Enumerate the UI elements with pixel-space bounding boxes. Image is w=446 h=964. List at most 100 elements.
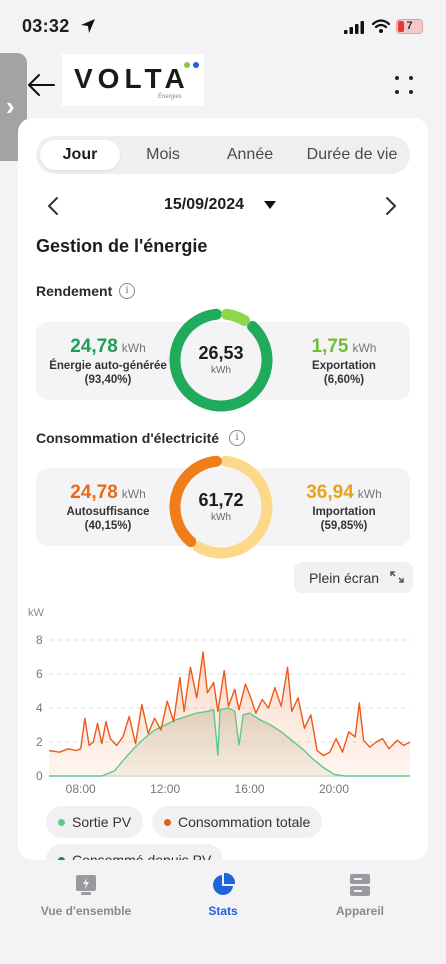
tab-jour[interactable]: Jour (40, 140, 120, 170)
y-tick-label: 6 (36, 667, 43, 681)
import-label: Importation (312, 506, 376, 518)
status-bar: 03:32 7 (0, 0, 446, 52)
tab-mois[interactable]: Mois (146, 146, 180, 163)
rendement-label: Rendement (36, 283, 113, 299)
x-tick-label: 20:00 (319, 782, 349, 796)
back-arrow-icon[interactable] (26, 72, 56, 98)
y-tick-label: 2 (36, 735, 43, 749)
signal-icon (344, 21, 364, 34)
nav-stats-label: Stats (208, 904, 238, 918)
self-generated-pct: (93,40%) (84, 374, 132, 386)
status-time: 03:32 (22, 16, 70, 36)
legend-chip-total-consumption[interactable]: Consommation totale (152, 806, 323, 838)
rendement-donut-chart (169, 308, 273, 412)
bottom-nav: Vue d'ensemble Stats Appareil (0, 860, 446, 964)
wifi-icon (372, 19, 390, 33)
legend-label: Consommé depuis PV (72, 852, 212, 860)
info-icon[interactable]: i (229, 430, 245, 446)
battery-icon: 7 (396, 19, 423, 34)
info-icon[interactable]: i (119, 283, 135, 299)
legend-label: Consommation totale (178, 814, 311, 830)
export-pct: (6,60%) (323, 374, 365, 386)
legend-dot (164, 819, 171, 826)
period-tabs: Jour Mois Année Durée de vie (36, 136, 410, 174)
overview-icon (76, 875, 96, 895)
consommation-donut-chart (169, 455, 273, 559)
pv-area (49, 708, 410, 776)
consommation-total-value: 61,72 (198, 490, 244, 510)
consommation-total: 61,72 kWh (168, 490, 274, 523)
chevron-left-icon[interactable] (42, 194, 64, 218)
import-unit: kWh (357, 487, 382, 501)
brand-subtitle: Énergies (158, 94, 182, 100)
self-generated-stat: 24,78 kWh Énergie auto-générée (93,40%) (42, 336, 174, 386)
current-date[interactable]: 15/09/2024 (164, 196, 245, 213)
export-label: Exportation (312, 360, 376, 372)
brand-logo: VOLTA Énergies (62, 54, 204, 106)
export-unit: kWh (352, 341, 377, 355)
y-tick-label: 0 (36, 769, 43, 783)
export-value: 1,75 (311, 336, 349, 357)
logo-dot-blue (193, 62, 199, 68)
ring-secondary-arc (192, 455, 273, 559)
legend-dot (58, 857, 65, 860)
legend-label: Sortie PV (72, 814, 132, 830)
autosuffisance-pct: (40,15%) (84, 520, 132, 532)
consommation-panel: 24,78 kWh Autosuffisance (40,15%) 36,94 kW… (36, 468, 410, 546)
y-axis-unit-label: kW (28, 607, 45, 619)
autosuffisance-stat: 24,78 kWh Autosuffisance (40,15%) (42, 482, 174, 532)
ring-primary-arc (169, 455, 222, 548)
caret-down-icon[interactable] (264, 200, 276, 210)
rendement-total-value: 26,53 (198, 343, 244, 363)
logo-dot-green (184, 62, 190, 68)
battery-level: 7 (406, 20, 413, 32)
device-icon (350, 874, 370, 896)
series-line-total-consumption (48, 651, 411, 757)
location-arrow-icon (81, 19, 95, 33)
legend-chip-pv-output[interactable]: Sortie PV (46, 806, 144, 838)
rendement-total-unit: kWh (211, 365, 231, 376)
rendement-panel: 24,78 kWh Énergie auto-générée (93,40%) 1… (36, 322, 410, 400)
series-line-pv-output (49, 707, 410, 777)
tab-duree-de-vie[interactable]: Durée de vie (306, 146, 398, 163)
nav-device-label: Appareil (335, 904, 384, 918)
ring-secondary-arc (221, 308, 250, 326)
nav-device[interactable]: Appareil (318, 872, 402, 918)
y-tick-label: 4 (36, 701, 43, 715)
nav-stats[interactable]: Stats (186, 872, 260, 918)
nav-overview-label: Vue d'ensemble (40, 904, 132, 918)
export-stat: 1,75 kWh Exportation (6,60%) (286, 336, 402, 386)
x-tick-label: 16:00 (235, 782, 265, 796)
chevron-right-icon[interactable] (380, 194, 402, 218)
x-tick-label: 08:00 (66, 782, 96, 796)
import-stat: 36,94 kWh Importation (59,85%) (286, 482, 402, 532)
brand-name: VOLTA (74, 63, 190, 94)
autosuffisance-value: 24,78 (70, 482, 118, 503)
self-generated-label: Énergie auto-générée (49, 360, 167, 372)
fullscreen-button[interactable]: Plein écran (294, 562, 413, 593)
self-generated-value: 24,78 (70, 336, 118, 357)
autosuffisance-unit: kWh (121, 487, 146, 501)
ring-primary-arc (169, 308, 273, 412)
consommation-total-unit: kWh (211, 512, 231, 523)
import-value: 36,94 (306, 482, 354, 503)
side-expand-tab[interactable]: › (0, 53, 27, 161)
chevron-right-icon: › (6, 91, 15, 121)
y-tick-label: 8 (36, 633, 43, 647)
autosuffisance-label: Autosuffisance (66, 506, 150, 518)
import-pct: (59,85%) (320, 520, 368, 532)
legend-chip-consumed-from-pv[interactable]: Consommé depuis PV (46, 844, 224, 860)
legend-dot (58, 819, 65, 826)
tab-annee[interactable]: Année (226, 146, 274, 163)
expand-icon (390, 571, 404, 583)
pie-chart-icon (213, 872, 236, 895)
more-options-icon[interactable] (393, 74, 417, 98)
rendement-total: 26,53 kWh (168, 343, 274, 376)
legend-clip: Consommé depuis PV (46, 844, 236, 860)
nav-overview[interactable]: Vue d'ensemble (30, 872, 142, 918)
self-generated-unit: kWh (121, 341, 146, 355)
section-title: Gestion de l'énergie (36, 236, 208, 256)
consommation-label: Consommation d'électricité (36, 430, 220, 446)
x-tick-label: 12:00 (150, 782, 180, 796)
date-selector: 15/09/2024 (36, 192, 410, 220)
